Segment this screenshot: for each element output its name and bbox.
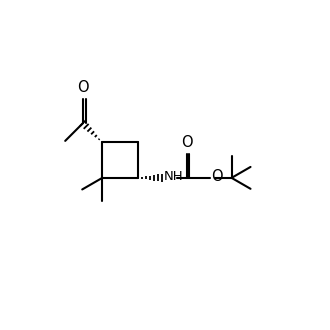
Text: O: O: [77, 80, 89, 95]
Text: O: O: [181, 135, 192, 150]
Text: NH: NH: [163, 170, 183, 183]
Text: O: O: [211, 169, 222, 184]
